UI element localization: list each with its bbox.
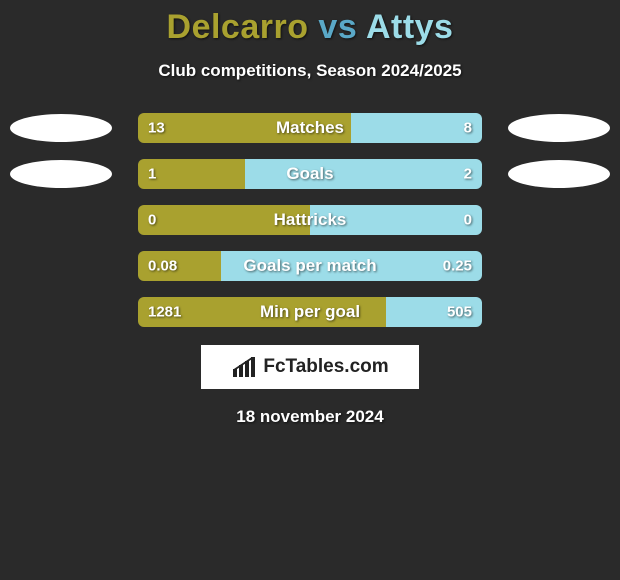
left-value: 0	[148, 212, 156, 229]
stat-row: 13 8 Matches	[0, 113, 620, 143]
left-value: 1281	[148, 304, 181, 321]
left-value: 13	[148, 120, 165, 137]
right-team-disc	[508, 114, 610, 142]
bar-right-fill	[245, 159, 482, 189]
right-value: 2	[464, 166, 472, 183]
right-value: 0.25	[443, 258, 472, 275]
title-right: Attys	[366, 8, 454, 46]
stat-label: Matches	[276, 118, 344, 138]
left-value: 0.08	[148, 258, 177, 275]
title-left: Delcarro	[167, 8, 309, 46]
stat-row: 1281 505 Min per goal	[0, 297, 620, 327]
stat-label: Goals per match	[243, 256, 376, 276]
bar-chart-icon	[231, 357, 259, 377]
stat-row: 1 2 Goals	[0, 159, 620, 189]
stat-bar: 1281 505 Min per goal	[138, 297, 482, 327]
stat-label: Hattricks	[274, 210, 347, 230]
stat-row: 0 0 Hattricks	[0, 205, 620, 235]
comparison-rows: 13 8 Matches 1 2 Goals 0 0 Hattricks 0.08 0.25 Goal…	[0, 113, 620, 327]
left-team-disc	[10, 114, 112, 142]
logo-text: FcTables.com	[263, 356, 388, 378]
date-label: 18 november 2024	[0, 407, 620, 427]
stat-bar: 0.08 0.25 Goals per match	[138, 251, 482, 281]
stat-bar: 13 8 Matches	[138, 113, 482, 143]
subtitle: Club competitions, Season 2024/2025	[0, 61, 620, 81]
bar-right-fill	[351, 113, 482, 143]
left-value: 1	[148, 166, 156, 183]
stat-label: Min per goal	[260, 302, 360, 322]
right-value: 8	[464, 120, 472, 137]
right-value: 505	[447, 304, 472, 321]
stat-row: 0.08 0.25 Goals per match	[0, 251, 620, 281]
fctables-logo[interactable]: FcTables.com	[201, 345, 419, 389]
left-team-disc	[10, 160, 112, 188]
right-value: 0	[464, 212, 472, 229]
page-title: Delcarro vs Attys	[0, 0, 620, 47]
stat-label: Goals	[286, 164, 333, 184]
title-mid: vs	[308, 8, 365, 46]
stat-bar: 0 0 Hattricks	[138, 205, 482, 235]
logo-container: FcTables.com	[0, 345, 620, 389]
stat-bar: 1 2 Goals	[138, 159, 482, 189]
right-team-disc	[508, 160, 610, 188]
